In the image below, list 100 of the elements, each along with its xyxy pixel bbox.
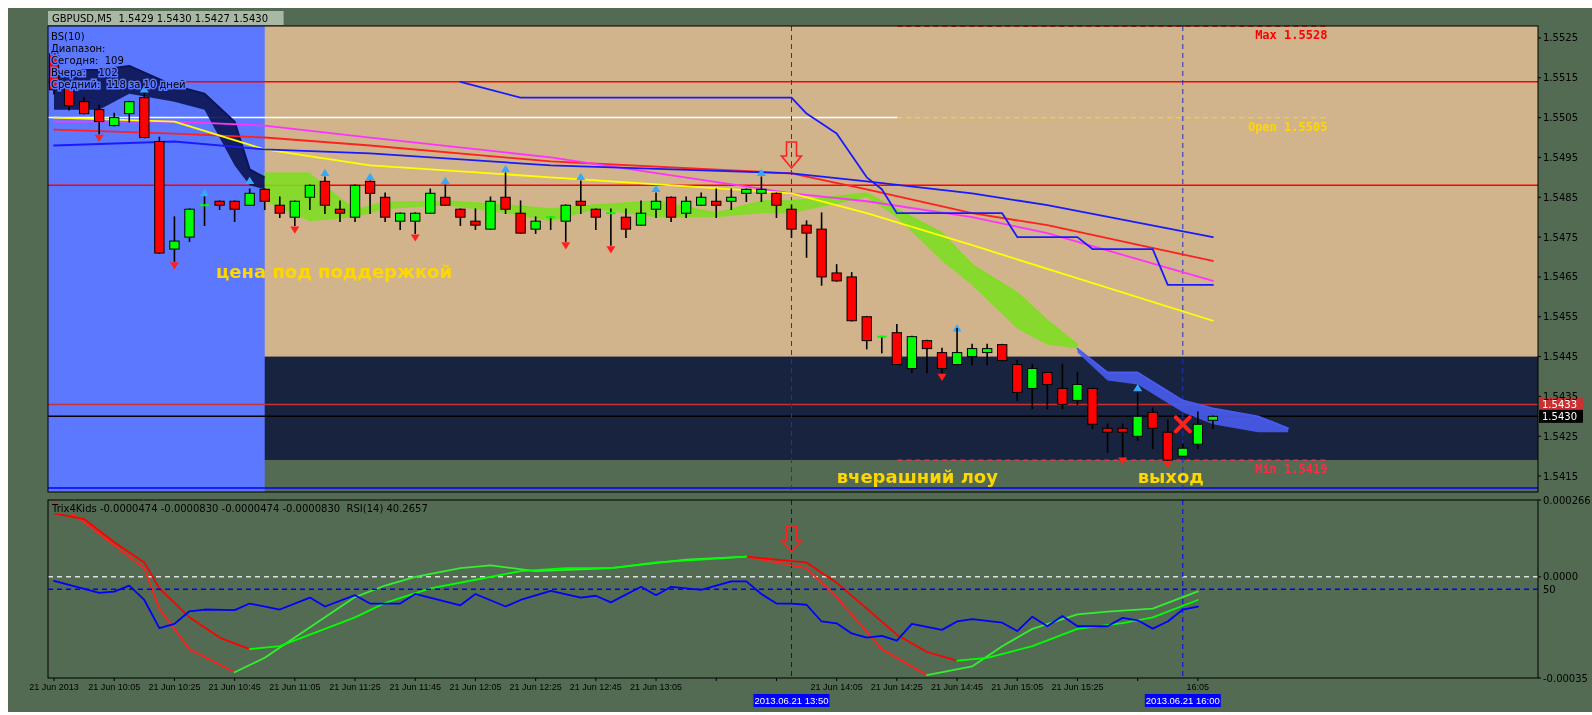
candlestick — [981, 343, 993, 366]
candlestick — [1057, 363, 1068, 410]
y-tick-label: 0.000266 — [1543, 494, 1591, 506]
candlestick — [756, 176, 767, 203]
x-tick-label: 21 Jun 12:05 — [449, 682, 502, 692]
candlestick — [379, 192, 391, 222]
candlestick — [726, 188, 737, 211]
candlestick — [560, 204, 571, 242]
x-tick-label: 21 Jun 2013 — [29, 682, 79, 692]
point — [169, 262, 179, 270]
candlestick — [786, 204, 797, 238]
x-tick-label: 21 Jun 14:05 — [810, 682, 863, 692]
candlestick — [665, 196, 677, 222]
y-tick-label: -0.00035 — [1543, 672, 1588, 684]
x-tick-label: 21 Jun 10:05 — [88, 682, 141, 692]
point — [290, 226, 300, 234]
candlestick — [470, 208, 481, 230]
point — [501, 164, 511, 173]
y-tick-label: 1.5415 — [1543, 470, 1578, 482]
candlestick — [124, 100, 135, 123]
chart-title: GBPUSD,M5 1.5429 1.5430 1.5427 1.5430 — [52, 13, 269, 24]
candlestick — [771, 192, 782, 218]
ref-line-label: Max 1.5528 — [1255, 28, 1328, 42]
candlestick — [289, 200, 300, 226]
candlestick — [1072, 371, 1083, 406]
y-tick-label: 1.5515 — [1543, 72, 1578, 84]
x-tick-label: 21 Jun 12:45 — [569, 682, 622, 692]
candlestick — [801, 220, 812, 258]
candlestick — [1117, 423, 1128, 457]
candlestick — [1027, 363, 1038, 410]
ref-line-label: Open 1.5505 — [1247, 119, 1328, 134]
point — [937, 373, 947, 381]
candlestick — [425, 188, 436, 214]
candlestick — [334, 200, 346, 222]
point — [1163, 461, 1173, 469]
point — [320, 168, 330, 177]
point — [410, 234, 420, 242]
line-series — [53, 128, 1214, 262]
x-tick-label: 21 Jun 11:25 — [329, 682, 381, 692]
y-tick-label: 1.5465 — [1543, 271, 1578, 283]
candlestick — [877, 335, 887, 354]
x-tick-label: 21 Jun 15:05 — [991, 682, 1044, 692]
candlestick — [229, 200, 240, 222]
candlestick — [861, 315, 872, 350]
point — [94, 134, 104, 143]
x-tick-label: 21 Jun 11:05 — [269, 682, 321, 692]
candlestick — [936, 347, 948, 374]
ref-line-label: 2013.06.21 13:50 — [754, 695, 829, 706]
ref-line-label: 2013.06.21 16:00 — [1145, 695, 1220, 706]
point — [200, 188, 210, 196]
point — [606, 246, 616, 254]
candlestick — [274, 196, 285, 218]
point — [651, 184, 661, 192]
y-tick-label: 1.5445 — [1543, 351, 1578, 363]
y-tick-label: 1.5505 — [1543, 112, 1578, 124]
candlestick — [410, 212, 421, 234]
candlestick — [169, 216, 180, 262]
candlestick — [590, 208, 601, 230]
candlestick — [304, 184, 316, 211]
y-tick-label: 1.5485 — [1543, 191, 1578, 203]
annotation: вчерашний лоу — [836, 466, 999, 488]
candlestick — [711, 188, 722, 218]
y-tick-label: 1.5455 — [1543, 311, 1578, 323]
x-tick-label: 21 Jun 14:45 — [931, 682, 984, 692]
point — [561, 242, 571, 250]
x-tick-label: 21 Jun 10:25 — [148, 682, 201, 692]
line-series — [53, 116, 1214, 322]
annotation: BS(10) — [51, 31, 85, 42]
y-tick-label: 1.5475 — [1543, 231, 1578, 243]
annotation: выход — [1137, 466, 1204, 488]
point — [1173, 415, 1192, 434]
candlestick — [680, 196, 692, 218]
x-tick-label: 16:05 — [1186, 682, 1210, 692]
ref-line-label: Min 1.5419 — [1255, 462, 1328, 477]
line-series — [53, 120, 1214, 282]
point — [1118, 457, 1128, 465]
point — [576, 172, 586, 181]
annotation: цена под поддержкой — [216, 261, 453, 282]
x-tick-label: 21 Jun 13:05 — [630, 682, 683, 692]
point — [365, 172, 375, 181]
candlestick — [635, 200, 647, 226]
candlestick — [951, 327, 963, 366]
candlestick — [199, 196, 210, 226]
y-tick-label: 0.0000 — [1543, 571, 1578, 583]
annotation: Диапазон: — [51, 43, 106, 54]
candlestick — [1192, 411, 1204, 449]
y-tick-label: 1.5495 — [1543, 151, 1578, 163]
point — [245, 176, 255, 185]
y-tick-label: 1.5425 — [1543, 430, 1578, 442]
y-tick-label: 1.5525 — [1543, 32, 1578, 44]
candlestick — [921, 339, 933, 374]
candlestick — [1102, 423, 1113, 453]
point — [1133, 383, 1143, 392]
x-tick-label: 21 Jun 10:45 — [208, 682, 261, 692]
candlestick — [1042, 371, 1053, 410]
candlestick — [515, 200, 526, 234]
x-tick-label: 21 Jun 11:45 — [389, 682, 441, 692]
x-tick-label: 21 Jun 12:25 — [509, 682, 562, 692]
candlestick — [620, 208, 632, 238]
text: 50 — [1543, 583, 1556, 595]
